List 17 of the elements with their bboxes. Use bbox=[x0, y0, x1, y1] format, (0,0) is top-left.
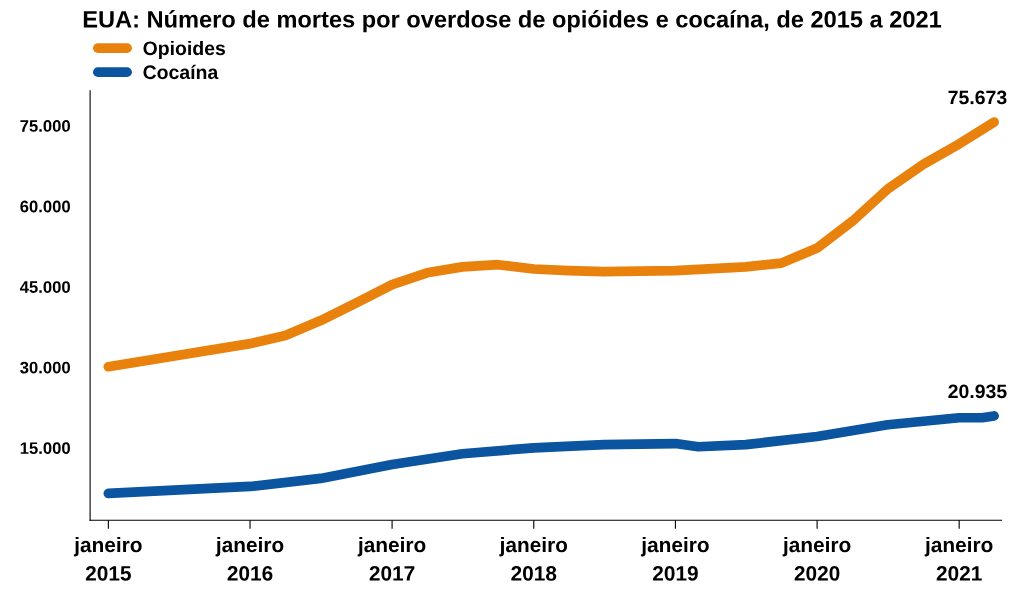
x-tick-label: janeiro 2020 bbox=[782, 536, 851, 581]
y-tick-label: 75.000 bbox=[20, 120, 70, 132]
legend-label: Opioides bbox=[143, 40, 225, 60]
y-tick-label: 15.000 bbox=[20, 442, 70, 455]
y-tick-label: 45.000 bbox=[19, 281, 70, 293]
y-tick-label: 30.000 bbox=[20, 361, 70, 374]
y-tick-label: 60.000 bbox=[20, 200, 70, 213]
annotation: 75.673 bbox=[948, 90, 1007, 105]
x-tick-label: janeiro 2017 bbox=[357, 536, 426, 581]
x-tick-label: janeiro 2016 bbox=[215, 536, 284, 581]
x-tick-label: janeiro 2015 bbox=[73, 536, 142, 581]
x-tick-label: janeiro 2018 bbox=[499, 536, 568, 581]
x-tick-label: janeiro 2021 bbox=[924, 536, 993, 581]
annotation: 20.935 bbox=[948, 384, 1007, 399]
legend-label: Cocaína bbox=[143, 64, 219, 80]
chart-title: EUA: Número de mortes por overdose de opióides e cocaína, de 2015 a 2021 bbox=[83, 10, 942, 33]
x-tick-label: janeiro 2019 bbox=[640, 536, 709, 581]
